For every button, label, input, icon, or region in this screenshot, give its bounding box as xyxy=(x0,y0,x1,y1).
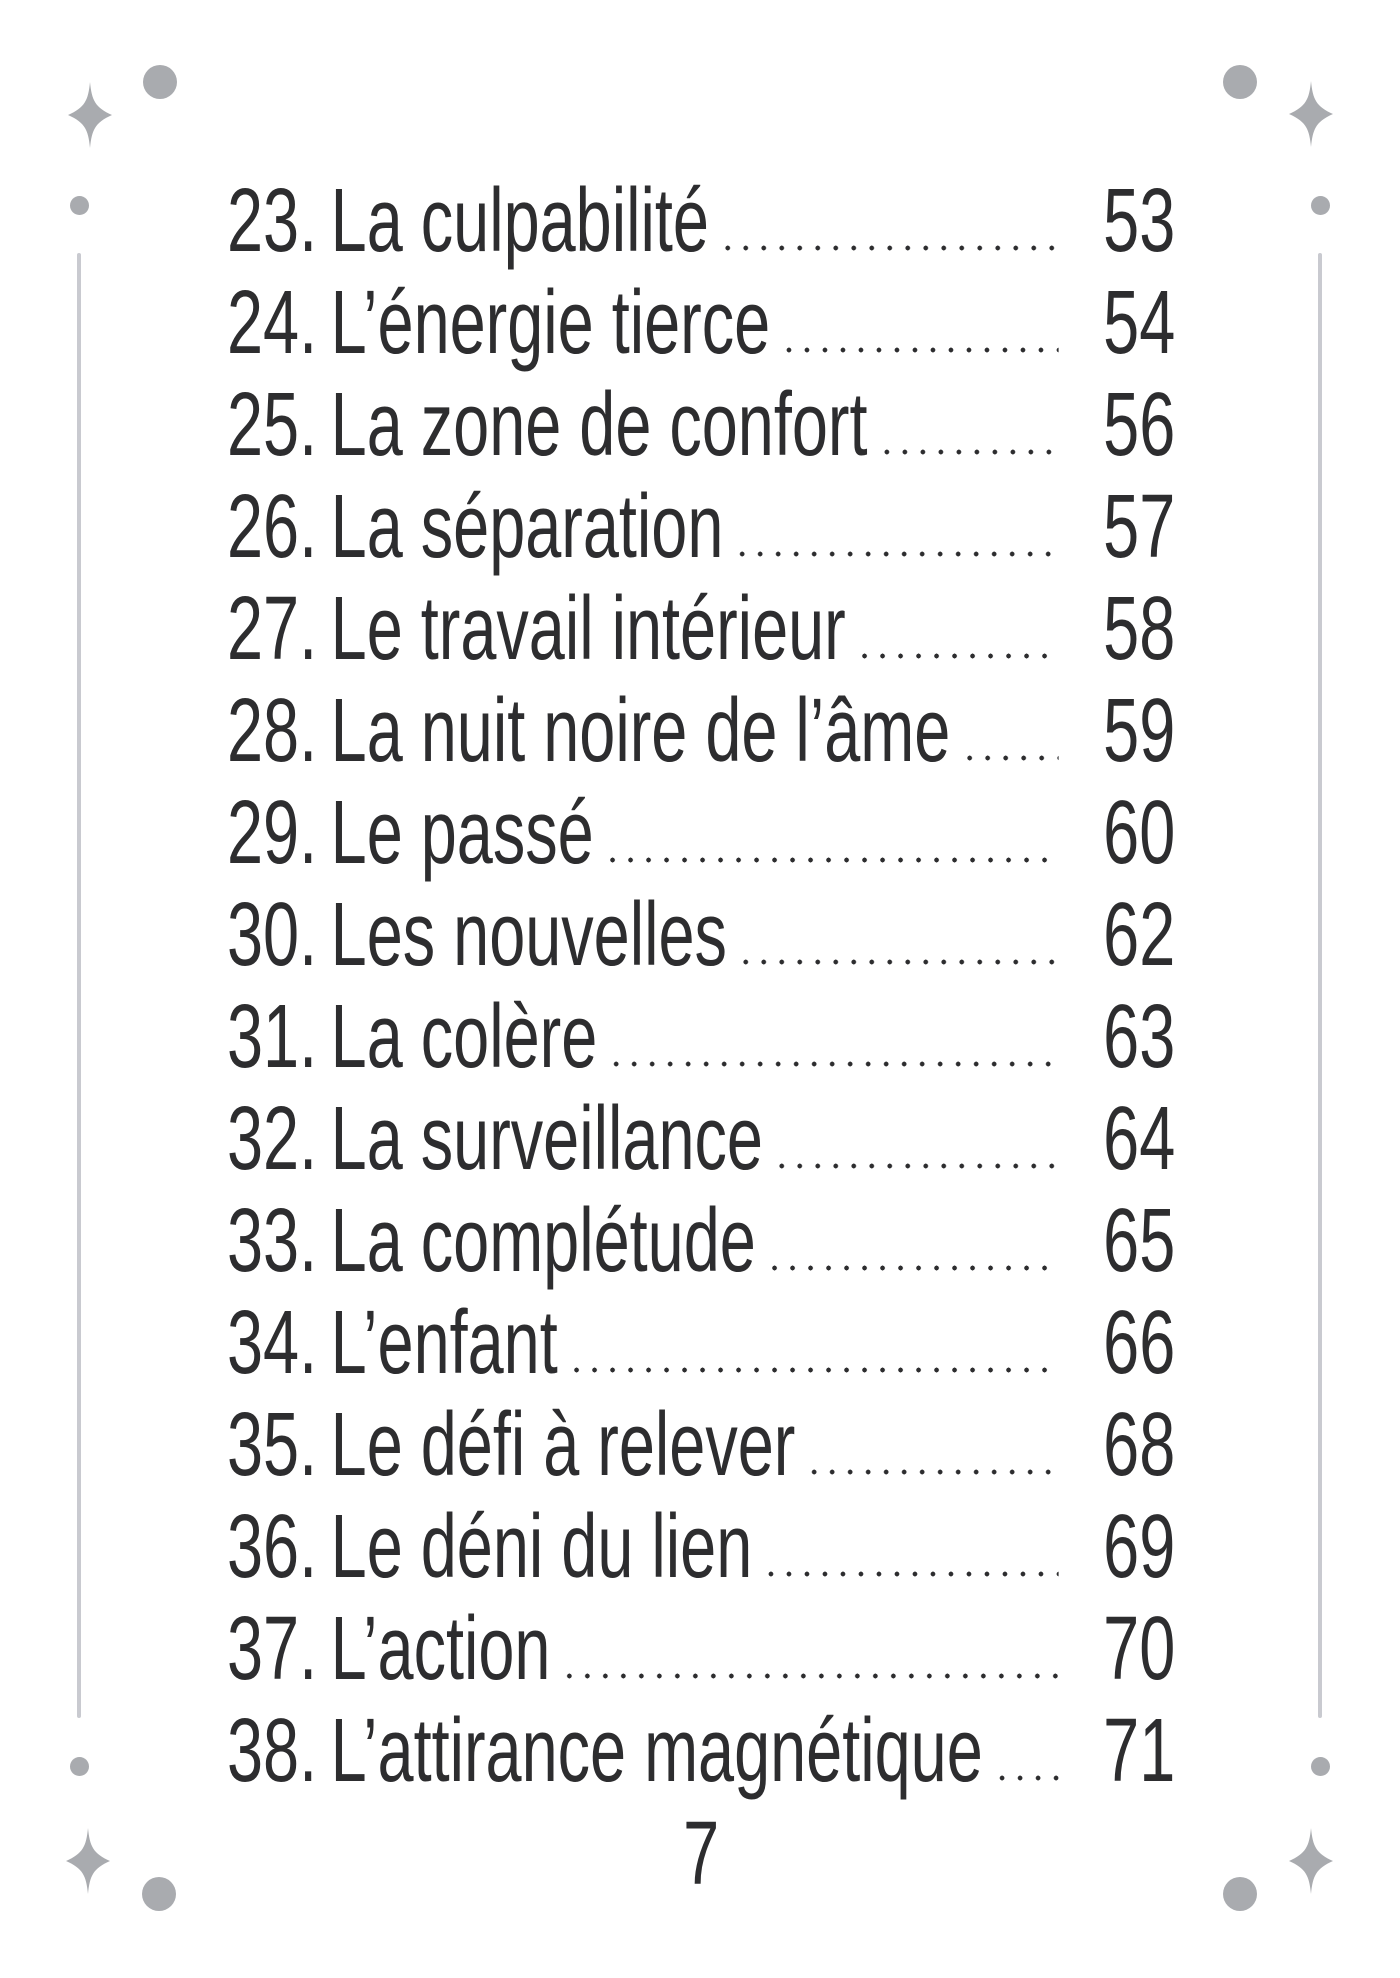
toc-entry: 34. L’enfant 66 xyxy=(227,1292,1175,1394)
dot-leader xyxy=(765,1265,1059,1271)
dot-ornament xyxy=(70,196,89,215)
entry-page: 64 xyxy=(1103,1089,1176,1189)
entry-page: 66 xyxy=(1103,1293,1176,1393)
entry-title: Les nouvelles xyxy=(330,885,727,985)
toc-entry: 32. La surveillance 64 xyxy=(227,1088,1175,1190)
toc-entry: 38. L’attirance magnétique 71 xyxy=(227,1700,1175,1802)
entry-number: 33. xyxy=(227,1191,318,1291)
dot-leader xyxy=(603,857,1059,863)
dot-leader xyxy=(780,347,1059,353)
dot-leader xyxy=(805,1469,1059,1475)
entry-number: 31. xyxy=(227,987,318,1087)
toc-entry: 37. L’action 70 xyxy=(227,1598,1175,1700)
toc-entry: 36. Le déni du lien 69 xyxy=(227,1496,1175,1598)
entry-title: La nuit noire de l’âme xyxy=(330,681,951,781)
dot-ornament xyxy=(1223,65,1257,99)
entry-number: 28. xyxy=(227,681,318,781)
entry-number: 30. xyxy=(227,885,318,985)
entry-number: 36. xyxy=(227,1497,318,1597)
sparkle-icon xyxy=(1289,1827,1333,1895)
entry-title: L’action xyxy=(330,1599,551,1699)
sparkle-icon xyxy=(66,1827,110,1895)
dot-ornament xyxy=(143,65,177,99)
entry-number: 34. xyxy=(227,1293,318,1393)
entry-number: 38. xyxy=(227,1701,318,1801)
entry-page: 65 xyxy=(1103,1191,1176,1291)
dot-leader xyxy=(855,653,1059,659)
entry-number: 23. xyxy=(227,171,318,271)
dot-leader xyxy=(560,1673,1059,1679)
entry-title: L’attirance magnétique xyxy=(330,1701,983,1801)
entry-page: 58 xyxy=(1103,579,1176,679)
dot-leader xyxy=(877,449,1059,455)
entry-page: 60 xyxy=(1103,783,1176,883)
toc-entry: 29. Le passé 60 xyxy=(227,782,1175,884)
entry-number: 29. xyxy=(227,783,318,883)
toc-entry: 28. La nuit noire de l’âme 59 xyxy=(227,680,1175,782)
toc-entry: 27. Le travail intérieur 58 xyxy=(227,578,1175,680)
entry-number: 32. xyxy=(227,1089,318,1189)
entry-page: 59 xyxy=(1103,681,1176,781)
entry-number: 37. xyxy=(227,1599,318,1699)
entry-title: La séparation xyxy=(330,477,724,577)
sparkle-icon xyxy=(68,81,112,149)
table-of-contents: 23. La culpabilité 53 24. L’énergie tierce 54… xyxy=(227,170,1400,1802)
entry-page: 62 xyxy=(1103,885,1176,985)
entry-title: La zone de confort xyxy=(330,375,868,475)
dot-leader xyxy=(607,1061,1059,1067)
divider-line xyxy=(77,253,81,1718)
toc-entry: 35. Le défi à relever 68 xyxy=(227,1394,1175,1496)
dot-leader xyxy=(960,755,1059,761)
entry-title: Le défi à relever xyxy=(330,1395,796,1495)
dot-ornament xyxy=(1311,1757,1330,1776)
entry-page: 63 xyxy=(1103,987,1176,1087)
entry-page: 70 xyxy=(1103,1599,1176,1699)
page-number: 7 xyxy=(683,1804,720,1904)
entry-page: 53 xyxy=(1103,171,1176,271)
toc-entry: 30. Les nouvelles 62 xyxy=(227,884,1175,986)
dot-leader xyxy=(737,959,1059,965)
dot-leader xyxy=(992,1775,1059,1781)
toc-entry: 25. La zone de confort 56 xyxy=(227,374,1175,476)
entry-page: 57 xyxy=(1103,477,1176,577)
divider-line xyxy=(1318,253,1322,1718)
dot-leader xyxy=(773,1163,1059,1169)
dot-ornament xyxy=(1311,196,1330,215)
entry-title: Le passé xyxy=(330,783,594,883)
dot-ornament xyxy=(1223,1877,1257,1911)
dot-leader xyxy=(567,1367,1059,1373)
entry-number: 27. xyxy=(227,579,318,679)
entry-page: 68 xyxy=(1103,1395,1176,1495)
entry-title: La colère xyxy=(330,987,598,1087)
dot-leader xyxy=(733,551,1059,557)
entry-number: 26. xyxy=(227,477,318,577)
dot-ornament xyxy=(70,1757,89,1776)
sparkle-icon xyxy=(1289,80,1333,148)
entry-title: La culpabilité xyxy=(330,171,709,271)
toc-entry: 33. La complétude 65 xyxy=(227,1190,1175,1292)
entry-number: 24. xyxy=(227,273,318,373)
entry-title: L’énergie tierce xyxy=(330,273,771,373)
entry-title: L’enfant xyxy=(330,1293,558,1393)
entry-title: Le déni du lien xyxy=(330,1497,753,1597)
entry-title: La surveillance xyxy=(330,1089,763,1189)
entry-page: 54 xyxy=(1103,273,1176,373)
entry-number: 25. xyxy=(227,375,318,475)
dot-leader xyxy=(719,245,1059,251)
entry-title: Le travail intérieur xyxy=(330,579,846,679)
toc-entry: 24. L’énergie tierce 54 xyxy=(227,272,1175,374)
entry-title: La complétude xyxy=(330,1191,756,1291)
toc-entry: 31. La colère 63 xyxy=(227,986,1175,1088)
entry-page: 69 xyxy=(1103,1497,1176,1597)
dot-ornament xyxy=(142,1877,176,1911)
entry-page: 71 xyxy=(1103,1701,1176,1801)
dot-leader xyxy=(762,1571,1059,1577)
entry-number: 35. xyxy=(227,1395,318,1495)
entry-page: 56 xyxy=(1103,375,1176,475)
toc-entry: 23. La culpabilité 53 xyxy=(227,170,1175,272)
toc-entry: 26. La séparation 57 xyxy=(227,476,1175,578)
